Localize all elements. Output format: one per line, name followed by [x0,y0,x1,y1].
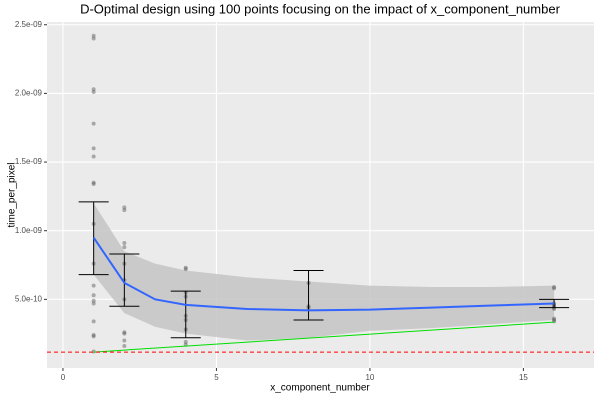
data-point [552,316,557,321]
data-point [91,319,96,324]
data-point [91,182,96,187]
data-point [122,245,127,250]
x-tick-label: 0 [61,373,66,382]
data-point [91,301,96,306]
data-point [91,334,96,339]
data-point [122,338,127,343]
data-point [183,265,188,270]
y-tick-label: 5.0e-10 [15,294,43,303]
data-point [91,33,96,38]
chart-title: D-Optimal design using 100 points focusi… [80,1,561,16]
data-point [91,154,96,159]
data-point [122,344,127,349]
data-point [183,267,188,272]
data-point [552,286,557,291]
data-point [91,90,96,95]
data-point [91,36,96,41]
y-tick-label: 1.0e-09 [15,226,43,235]
data-point [91,87,96,92]
model-line [93,321,555,353]
y-axis-label: time_per_pixel [7,162,18,227]
data-point [91,121,96,126]
data-point [122,205,127,210]
x-tick-label: 10 [365,373,374,382]
x-tick-label: 5 [214,373,219,382]
data-point [122,330,127,335]
x-axis-label: x_component_number [270,383,370,394]
y-tick-label: 1.5e-09 [15,157,43,166]
data-point [552,284,557,289]
data-point [183,339,188,344]
data-point [552,317,557,322]
y-tick-label: 2.0e-09 [15,89,43,98]
data-point [91,333,96,338]
smooth-line [92,237,555,312]
data-point [91,180,96,185]
data-point [122,241,127,246]
x-tick-label: 15 [519,373,528,382]
data-point [91,293,96,298]
data-point [91,283,96,288]
data-point [91,146,96,151]
y-tick-label: 2.5e-09 [15,20,43,29]
data-point [91,298,96,303]
data-point [122,208,127,213]
data-point [122,331,127,336]
